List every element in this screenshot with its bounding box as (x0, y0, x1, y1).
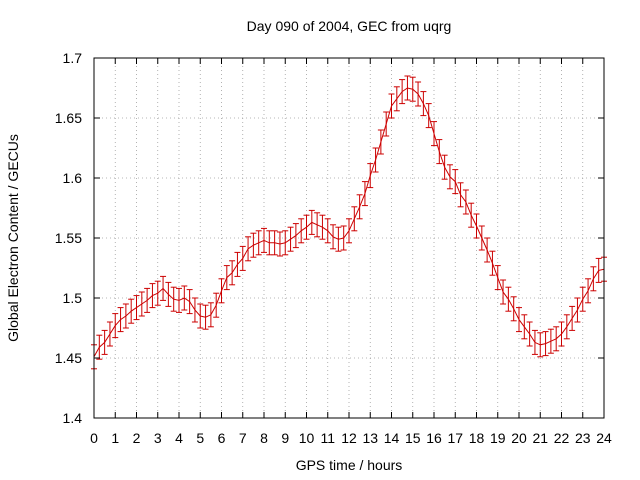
y-tick-label: 1.5 (63, 290, 83, 306)
y-tick-label: 1.45 (55, 350, 82, 366)
series-line (93, 87, 605, 358)
x-axis-ticks: 0 1 2 3 4 5 6 7 8 9 10 11 12 13 14 15 16 17 18 19 20 21 22 23 24 (90, 58, 612, 446)
x-tick-label: 15 (405, 430, 421, 446)
x-tick-label: 19 (490, 430, 506, 446)
x-axis-label: GPS time / hours (296, 457, 403, 473)
x-tick-label: 16 (426, 430, 442, 446)
x-tick-label: 2 (133, 430, 141, 446)
x-tick-label: 20 (511, 430, 527, 446)
x-tick-label: 17 (447, 430, 463, 446)
x-tick-label: 5 (196, 430, 204, 446)
x-tick-label: 24 (596, 430, 612, 446)
x-tick-label: 0 (90, 430, 98, 446)
x-tick-label: 22 (554, 430, 570, 446)
x-tick-label: 12 (341, 430, 357, 446)
y-tick-label: 1.65 (55, 110, 82, 126)
error-bars (91, 75, 607, 370)
x-tick-label: 11 (320, 430, 335, 446)
chart-title: Day 090 of 2004, GEC from uqrg (247, 18, 452, 34)
x-tick-label: 6 (218, 430, 226, 446)
x-tick-label: 18 (469, 430, 485, 446)
y-axis-label: Global Electron Content / GECUs (5, 134, 21, 342)
y-tick-label: 1.55 (55, 230, 82, 246)
y-tick-label: 1.7 (63, 50, 83, 66)
x-tick-label: 23 (575, 430, 591, 446)
x-tick-label: 14 (384, 430, 400, 446)
x-tick-label: 4 (175, 430, 183, 446)
y-tick-label: 1.6 (63, 170, 83, 186)
x-tick-label: 21 (532, 430, 548, 446)
x-tick-label: 7 (239, 430, 247, 446)
y-axis-ticks: 1.4 1.45 1.5 1.55 1.6 1.65 1.7 (55, 50, 604, 426)
x-tick-label: 3 (154, 430, 162, 446)
x-tick-label: 9 (281, 430, 289, 446)
y-tick-label: 1.4 (63, 410, 83, 426)
x-tick-label: 1 (111, 430, 119, 446)
x-tick-label: 8 (260, 430, 268, 446)
x-tick-label: 10 (299, 430, 315, 446)
x-tick-label: 13 (362, 430, 378, 446)
